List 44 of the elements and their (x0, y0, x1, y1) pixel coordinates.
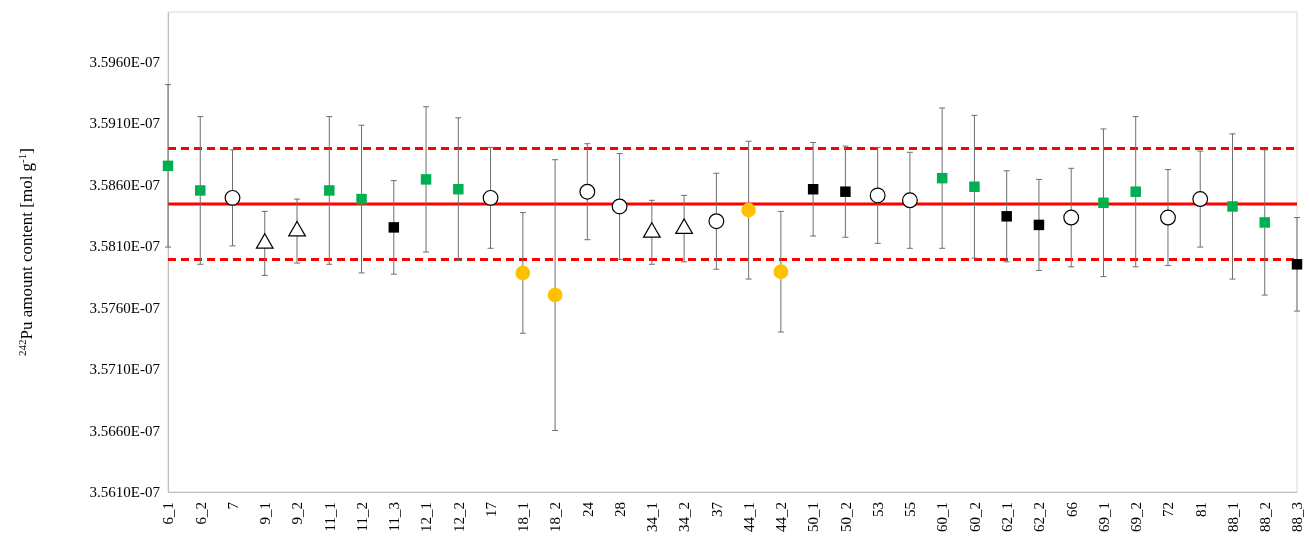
x-tick-label: 44_1 (740, 502, 757, 532)
x-tick-label: 9_1 (257, 502, 274, 525)
y-tick-label: 3.5910E-07 (89, 115, 161, 132)
x-tick-label: 6_1 (160, 502, 177, 525)
x-tick-label: 11_1 (321, 502, 338, 532)
y-tick-label: 3.5660E-07 (89, 422, 161, 439)
x-tick-label: 37 (708, 501, 725, 517)
x-tick-label: 69_1 (1095, 502, 1112, 532)
x-tick-label: 88_2 (1257, 502, 1274, 532)
x-tick-label: 24 (579, 501, 596, 517)
x-tick-label: 50_1 (805, 502, 822, 532)
x-tick-label: 60_2 (966, 502, 983, 532)
x-tick-label: 28 (611, 502, 628, 517)
y-tick-label: 3.5710E-07 (89, 361, 161, 378)
x-tick-label: 9_2 (289, 502, 306, 525)
x-tick-label: 11_2 (353, 502, 370, 532)
y-tick-label: 3.5610E-07 (89, 484, 161, 501)
x-tick-label: 12_1 (418, 502, 435, 532)
x-tick-label: 60_1 (934, 502, 951, 532)
x-tick-label: 55 (902, 502, 919, 517)
x-tick-label: 34_2 (676, 502, 693, 532)
x-tick-label: 69_2 (1128, 502, 1145, 532)
x-tick-label: 18_1 (515, 502, 532, 532)
y-tick-label: 3.5960E-07 (89, 53, 161, 70)
x-tick-label: 53 (869, 502, 886, 517)
x-tick-label: 72 (1160, 502, 1177, 517)
y-tick-label: 3.5760E-07 (89, 299, 161, 316)
x-tick-label: 17 (482, 501, 499, 517)
x-tick-label: 62_2 (1031, 502, 1048, 532)
x-tick-label: 50_2 (837, 502, 854, 532)
x-tick-label: 7 (224, 501, 241, 510)
y-tick-label: 3.5860E-07 (89, 176, 161, 193)
x-tick-label: 12_2 (450, 502, 467, 532)
x-tick-label: 6_2 (192, 502, 209, 525)
x-tick-label: 81 (1192, 502, 1209, 517)
x-tick-label: 62_1 (998, 502, 1015, 532)
x-tick-label: 44_2 (773, 502, 790, 532)
x-tick-label: 34_1 (644, 502, 661, 532)
x-tick-label: 88_3 (1289, 502, 1306, 532)
x-tick-label: 11_3 (386, 502, 403, 532)
x-tick-label: 66 (1063, 501, 1080, 517)
x-tick-label: 18_2 (547, 502, 564, 532)
y-tick-label: 3.5810E-07 (89, 238, 161, 255)
x-tick-label: 88_1 (1224, 502, 1241, 532)
